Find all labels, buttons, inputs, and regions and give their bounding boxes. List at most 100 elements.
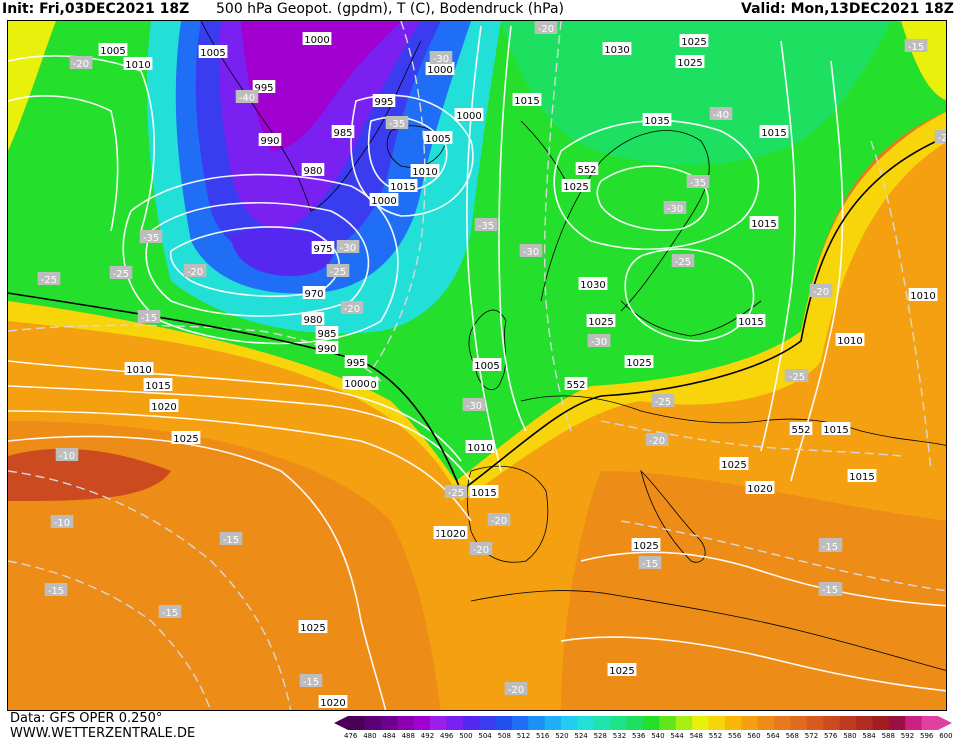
temp-label-text: -35 bbox=[389, 119, 405, 130]
scale-swatch bbox=[888, 716, 906, 730]
temp-label-bg bbox=[139, 230, 163, 243]
temp-label-text: -30 bbox=[340, 243, 356, 254]
temp-label: -35 bbox=[474, 218, 498, 232]
pressure-label-bg bbox=[344, 355, 368, 368]
scale-label: 588 bbox=[881, 732, 895, 740]
temp-label-bg bbox=[809, 284, 833, 297]
scale-label: 560 bbox=[747, 732, 761, 740]
temp-label: -10 bbox=[50, 515, 74, 529]
pressure-label: 1030 bbox=[578, 277, 608, 291]
pressure-label-bg bbox=[745, 481, 775, 494]
coast-italy bbox=[640, 469, 706, 563]
scale-swatch bbox=[593, 716, 611, 730]
pressure-label: 1010 bbox=[123, 57, 153, 71]
isobar-line bbox=[790, 60, 844, 482]
scale-label: 528 bbox=[593, 732, 607, 740]
pressure-label-text: 1015 bbox=[390, 182, 415, 193]
pressure-label: 1010 bbox=[410, 164, 440, 178]
scale-swatch bbox=[495, 716, 513, 730]
temp-label-bg bbox=[69, 56, 93, 69]
temp-label-bg bbox=[638, 556, 662, 569]
temp-label: -15 bbox=[638, 556, 662, 570]
temp-label-text: -15 bbox=[822, 585, 838, 596]
pressure-label-text: 995 bbox=[374, 97, 393, 108]
pressure-label-text: 1010 bbox=[125, 60, 150, 71]
scale-label: 580 bbox=[843, 732, 857, 740]
temp-label-bg bbox=[487, 513, 511, 526]
scale-label: 512 bbox=[516, 732, 531, 740]
pressure-label-text: 1000 bbox=[344, 379, 369, 390]
scale-swatch bbox=[741, 716, 759, 730]
temp-label-bg bbox=[235, 90, 259, 103]
scale-swatch bbox=[561, 716, 578, 730]
temp-label: -25 bbox=[651, 394, 675, 408]
temp-label-bg bbox=[183, 264, 207, 277]
pressure-label-bg bbox=[454, 108, 484, 121]
front-label-bg bbox=[789, 422, 813, 435]
temp-label: -35 bbox=[139, 230, 163, 244]
pressure-label: 985 bbox=[331, 125, 355, 139]
pressure-label-bg bbox=[342, 376, 372, 389]
temp-label: -20 bbox=[487, 513, 511, 527]
isotherm-line bbox=[8, 560, 212, 710]
pressure-label-text: 995 bbox=[254, 83, 273, 94]
temp-label-bg bbox=[934, 130, 946, 143]
pressure-label: 1020 bbox=[438, 526, 468, 540]
pressure-label-text: 1005 bbox=[425, 134, 450, 145]
pressure-label-bg bbox=[123, 57, 153, 70]
isotherms bbox=[8, 21, 946, 710]
website-link[interactable]: WWW.WETTERZENTRALE.DE bbox=[10, 726, 196, 741]
temp-label: -25 bbox=[37, 272, 61, 286]
coast-iceland bbox=[386, 125, 447, 168]
temp-label-bg bbox=[462, 398, 486, 411]
pressure-label-text: 1015 bbox=[145, 381, 170, 392]
temp-label: -10 bbox=[55, 448, 79, 462]
isobar-line bbox=[560, 636, 946, 692]
pressure-label-text: 1000 bbox=[304, 35, 329, 46]
scale-swatch bbox=[839, 716, 857, 730]
height-fields bbox=[8, 21, 946, 710]
temp-label-text: -40 bbox=[713, 110, 729, 121]
pressure-label-text: 1005 bbox=[474, 361, 499, 372]
isotherm-line bbox=[8, 470, 292, 710]
front-label-text: 552 bbox=[577, 165, 596, 176]
temp-label-bg bbox=[645, 433, 669, 446]
pressure-label: 1015 bbox=[469, 485, 499, 499]
coast-britain bbox=[468, 309, 507, 391]
pressure-label: 1025 bbox=[171, 431, 201, 445]
pressure-label-bg bbox=[124, 362, 154, 375]
pressure-label-text: 985 bbox=[333, 128, 352, 139]
scale-swatch bbox=[528, 716, 546, 730]
isotherm-line bbox=[600, 420, 902, 457]
pressure-label: 1020 bbox=[318, 695, 348, 709]
pressure-label: 990 bbox=[258, 133, 282, 147]
pressure-label-text: 1010 bbox=[126, 365, 151, 376]
pressure-label: 995 bbox=[252, 80, 276, 94]
pressure-label-text: 1010 bbox=[837, 336, 862, 347]
pressure-label: 1020 bbox=[745, 481, 775, 495]
pressure-label-text: 1000 bbox=[456, 111, 481, 122]
pressure-label: 1005 bbox=[98, 43, 128, 57]
temp-label-text: -40 bbox=[239, 93, 255, 104]
pressure-label: 1025 bbox=[624, 355, 654, 369]
scale-arrow-right bbox=[938, 716, 952, 730]
scale-label: 596 bbox=[920, 732, 934, 740]
temp-label: -25 bbox=[326, 264, 350, 278]
weather-map[interactable]: 1005 1010 1005 1000 1000 1030 1025 995 990 985 995… bbox=[7, 20, 947, 711]
pressure-label-bg bbox=[908, 288, 938, 301]
temp-label-text: -20 bbox=[73, 59, 89, 70]
temp-label-text: -20 bbox=[938, 133, 947, 144]
pressure-label-text: 1010 bbox=[412, 167, 437, 178]
scale-label: 572 bbox=[804, 732, 819, 740]
pressure-label-bg bbox=[171, 431, 201, 444]
temp-label-bg bbox=[519, 244, 543, 257]
temp-label-bg bbox=[709, 107, 733, 120]
temp-label-bg bbox=[137, 310, 161, 323]
pressure-label-text: 1025 bbox=[563, 182, 588, 193]
temp-label-bg bbox=[429, 51, 453, 64]
scale-label: 568 bbox=[785, 732, 799, 740]
pressure-label-bg bbox=[423, 131, 453, 144]
pressure-label-text: 1015 bbox=[823, 425, 848, 436]
pressure-label: 1010 bbox=[908, 288, 938, 302]
temp-label-text: -25 bbox=[675, 257, 691, 268]
